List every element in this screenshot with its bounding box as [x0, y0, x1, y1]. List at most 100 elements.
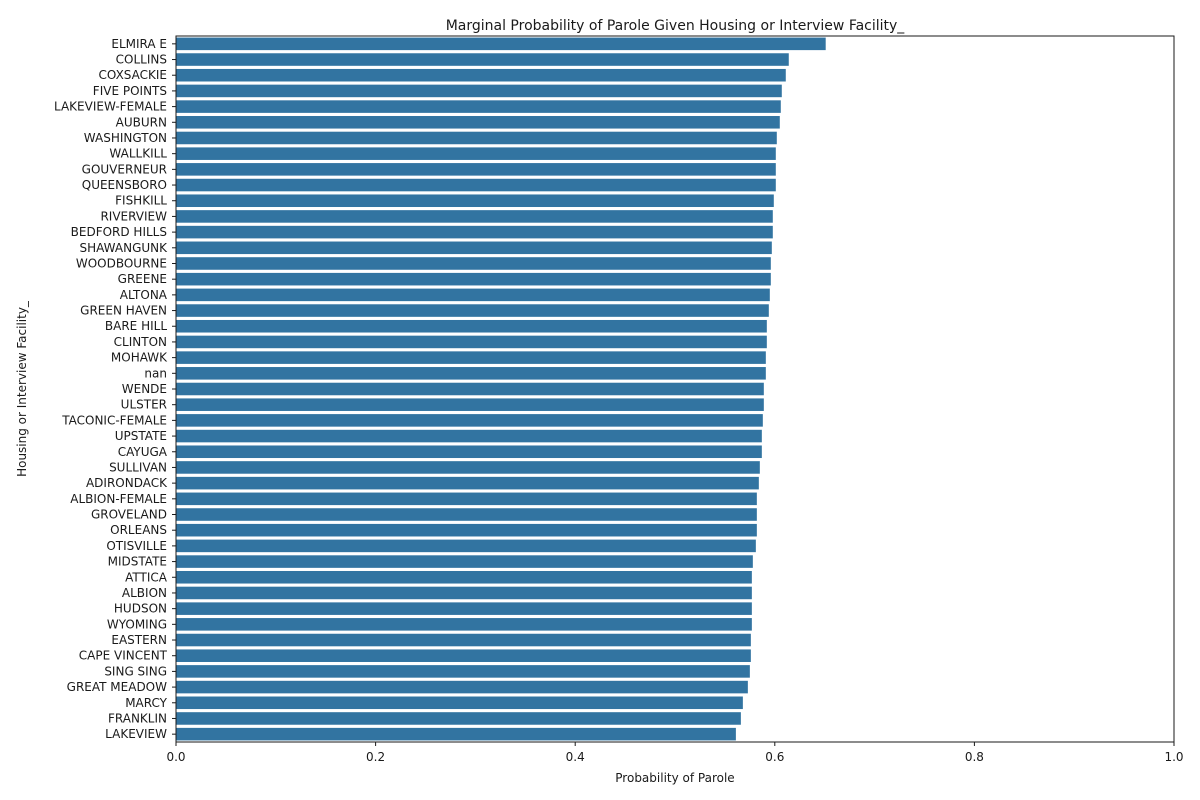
- y-tick-label: ALBION-FEMALE: [70, 492, 167, 506]
- bar: [176, 429, 762, 443]
- bar: [176, 414, 763, 427]
- x-tick-label: 0.2: [366, 750, 385, 764]
- y-tick-label: ALBION: [122, 586, 167, 600]
- y-tick-label: CAPE VINCENT: [79, 649, 168, 663]
- x-tick-label: 0.8: [965, 750, 984, 764]
- y-tick-label: CLINTON: [114, 335, 167, 349]
- y-tick-label: FISHKILL: [115, 194, 167, 208]
- y-tick-label: WOODBOURNE: [76, 256, 167, 270]
- y-tick-label: GREENE: [118, 272, 167, 286]
- x-tick-label: 1.0: [1164, 750, 1183, 764]
- y-tick-label: WALLKILL: [109, 147, 167, 161]
- y-tick-label: LAKEVIEW-FEMALE: [54, 100, 167, 114]
- y-tick-label: FIVE POINTS: [93, 84, 167, 98]
- bar: [176, 257, 771, 270]
- bar: [176, 288, 770, 302]
- y-tick-label: EASTERN: [111, 633, 167, 647]
- y-tick-label: COLLINS: [116, 53, 167, 67]
- bar: [176, 53, 789, 66]
- x-tick-label: 0.4: [566, 750, 585, 764]
- bars-group: [176, 37, 826, 741]
- y-tick-label: ULSTER: [121, 398, 167, 412]
- bar: [176, 461, 760, 474]
- y-tick-label: WENDE: [122, 382, 167, 396]
- chart-title: Marginal Probability of Parole Given Hou…: [446, 18, 906, 34]
- bar: [176, 649, 751, 662]
- bar: [176, 100, 781, 113]
- y-tick-label: UPSTATE: [115, 429, 167, 443]
- bar: [176, 178, 776, 192]
- y-tick-label: GREAT MEADOW: [67, 680, 167, 694]
- bar: [176, 194, 774, 208]
- bar: [176, 508, 757, 521]
- bar: [176, 618, 752, 631]
- bar: [176, 492, 757, 506]
- y-tick-label: COXSACKIE: [99, 68, 167, 82]
- bar: [176, 225, 773, 239]
- bar: [176, 116, 780, 129]
- bar: [176, 131, 777, 145]
- y-tick-label: BARE HILL: [105, 319, 167, 333]
- bar: [176, 210, 773, 223]
- y-tick-label: AUBURN: [116, 115, 167, 129]
- y-tick-label: SULLIVAN: [109, 460, 167, 474]
- x-tick-label: 0.0: [166, 750, 185, 764]
- y-tick-label: GROVELAND: [91, 508, 167, 522]
- bar: [176, 319, 767, 333]
- y-tick-label: ALTONA: [120, 288, 168, 302]
- bar: [176, 586, 752, 600]
- y-tick-label: LAKEVIEW: [105, 727, 167, 741]
- y-tick-label: ADIRONDACK: [86, 476, 168, 490]
- bar: [176, 272, 771, 286]
- y-tick-label: BEDFORD HILLS: [71, 225, 167, 239]
- bar: [176, 304, 769, 317]
- y-tick-label: MOHAWK: [111, 351, 168, 365]
- y-tick-label: ATTICA: [125, 570, 168, 584]
- y-tick-label: OTISVILLE: [106, 539, 167, 553]
- y-tick-label: RIVERVIEW: [100, 209, 167, 223]
- bar: [176, 555, 753, 568]
- bar: [176, 163, 776, 176]
- y-tick-label: GREEN HAVEN: [80, 304, 167, 318]
- bar: [176, 68, 786, 82]
- bar: [176, 727, 736, 741]
- bar: [176, 241, 772, 255]
- y-tick-label: MIDSTATE: [108, 555, 167, 569]
- bar: [176, 602, 752, 615]
- y-tick-label: WYOMING: [107, 617, 167, 631]
- y-tick-label: HUDSON: [114, 602, 167, 616]
- bar: [176, 570, 752, 584]
- bar: [176, 351, 766, 364]
- bar: [176, 539, 756, 553]
- bar: [176, 147, 776, 160]
- y-tick-label: ELMIRA E: [111, 37, 167, 51]
- bar: [176, 367, 766, 380]
- y-tick-label: SHAWANGUNK: [79, 241, 168, 255]
- y-tick-label: FRANKLIN: [108, 711, 167, 725]
- bar: [176, 523, 757, 537]
- x-tick-label: 0.6: [765, 750, 784, 764]
- y-tick-label: MARCY: [125, 696, 167, 710]
- x-axis-label: Probability of Parole: [615, 771, 734, 785]
- y-axis-label: Housing or Interview Facility_: [15, 300, 29, 477]
- bar: [176, 398, 764, 411]
- bar: [176, 37, 826, 51]
- bar: [176, 680, 748, 694]
- bar: [176, 382, 764, 396]
- bar: [176, 665, 750, 678]
- y-tick-label: CAYUGA: [118, 445, 168, 459]
- y-tick-label: QUEENSBORO: [82, 178, 167, 192]
- y-tick-label: nan: [144, 366, 167, 380]
- y-tick-label: ORLEANS: [110, 523, 167, 537]
- y-tick-label: WASHINGTON: [84, 131, 167, 145]
- bar: [176, 476, 759, 490]
- y-tick-label: GOUVERNEUR: [82, 162, 167, 176]
- bar: [176, 445, 762, 459]
- y-tick-label: SING SING: [104, 664, 167, 678]
- bar: [176, 84, 782, 98]
- bar: [176, 712, 741, 725]
- bar: [176, 696, 743, 710]
- y-tick-label: TACONIC-FEMALE: [61, 413, 167, 427]
